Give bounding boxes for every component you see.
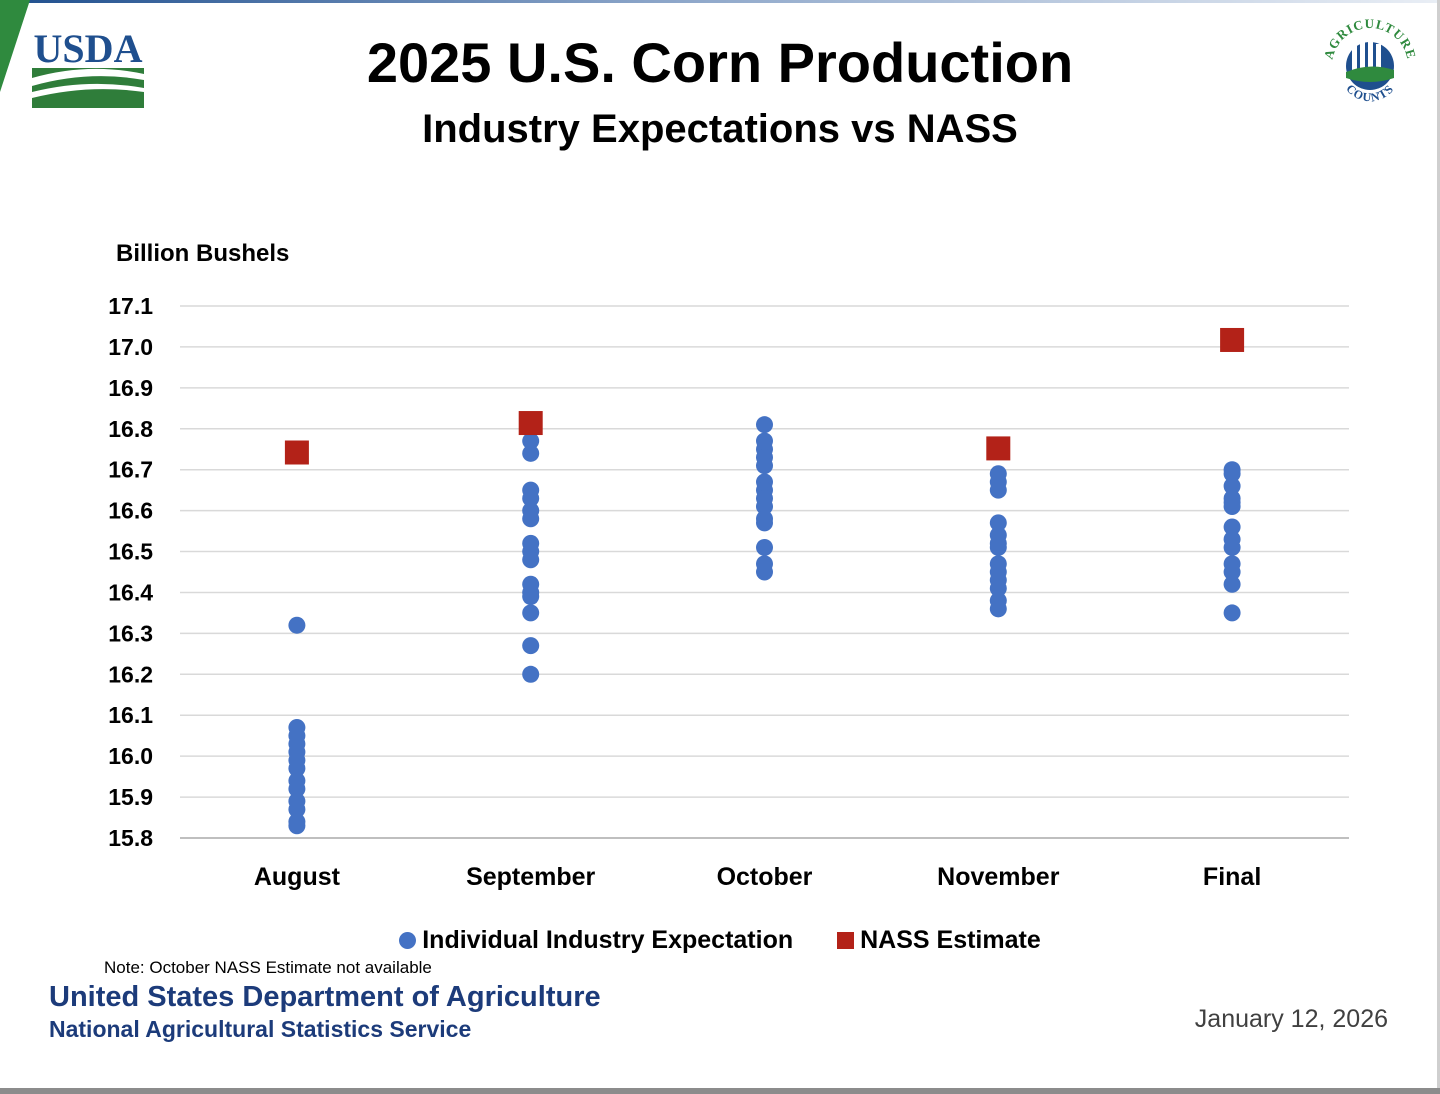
industry-expectation-point (288, 817, 306, 835)
nass-estimate-point (1220, 327, 1245, 352)
bottom-border (0, 1088, 1440, 1094)
chart-subtitle: Industry Expectations vs NASS (422, 107, 1018, 151)
legend-item-industry: Individual Industry Expectation (399, 926, 793, 955)
y-tick-label: 15.9 (108, 784, 153, 810)
ag-logo-bottom-text: COUNTS (1343, 81, 1395, 104)
y-tick-label: 17.1 (108, 293, 153, 319)
y-tick-label: 17.0 (108, 334, 153, 360)
industry-expectation-point (522, 432, 540, 450)
industry-expectation-point (989, 600, 1007, 618)
industry-expectation-point (1223, 604, 1241, 622)
industry-expectation-point (1223, 575, 1241, 593)
y-tick-label: 16.3 (108, 620, 153, 646)
right-border (1437, 0, 1440, 1094)
scatter-chart: Billion Bushels 17.1 17.0 16.9 16.8 16.7 16.6… (108, 240, 1349, 891)
industry-expectation-point (1223, 538, 1241, 556)
y-tick-label: 16.2 (108, 661, 153, 687)
industry-expectation-point (1223, 563, 1241, 581)
industry-expectation-point (756, 514, 773, 532)
y-tick-label: 16.1 (108, 702, 153, 728)
industry-expectation-point (522, 604, 540, 622)
y-tick-label: 16.4 (108, 579, 153, 605)
industry-expectation-point (522, 444, 540, 462)
y-tick-label: 16.8 (108, 416, 153, 442)
industry-expectation-point (989, 481, 1007, 499)
y-tick-label: 15.8 (108, 825, 153, 851)
legend-square-icon (837, 931, 855, 949)
y-axis-ticks: 17.1 17.0 16.9 16.8 16.7 16.6 16.5 16.4 16.3 16.2… (108, 293, 153, 851)
industry-expectation-point (522, 588, 540, 606)
agriculture-counts-logo-icon: AGRICULTURE COUNTS (1318, 12, 1422, 116)
y-tick-label: 16.0 (108, 743, 153, 769)
nass-estimate-point (518, 411, 543, 436)
y-tick-label: 16.6 (108, 498, 153, 524)
industry-expectation-point (288, 800, 306, 818)
industry-expectation-point (1223, 477, 1241, 495)
x-tick-label: September (466, 863, 595, 891)
legend-industry-label: Individual Industry Expectation (422, 925, 794, 954)
industry-expectation-point (288, 616, 306, 634)
svg-text:COUNTS: COUNTS (1343, 81, 1396, 104)
x-tick-label: August (254, 863, 341, 891)
industry-expectation-point (989, 579, 1007, 597)
industry-expectation-point (1223, 498, 1241, 516)
industry-expectation-point (756, 498, 773, 516)
industry-expectation-point (522, 637, 540, 655)
nass-estimate-point (986, 436, 1011, 461)
industry-expectation-point (522, 665, 540, 683)
legend-item-nass: NASS Estimate (837, 926, 1041, 955)
industry-expectation-point (989, 538, 1007, 556)
industry-expectation-point (522, 510, 540, 528)
legend-nass-label: NASS Estimate (860, 925, 1041, 954)
chart-title: 2025 U.S. Corn Production (366, 31, 1074, 94)
industry-expectation-point (756, 416, 773, 434)
x-axis-ticks: August September October November Final (254, 863, 1261, 891)
industry-expectation-point (522, 489, 540, 507)
usda-logo-icon: USDA (0, 0, 160, 118)
industry-expectation-point (756, 563, 773, 581)
industry-expectation-point (288, 759, 306, 777)
footer-service: National Agricultural Statistics Service (49, 1016, 472, 1042)
y-axis-title: Billion Bushels (116, 240, 289, 267)
footer-date: January 12, 2026 (1194, 1005, 1388, 1033)
footer-department: United States Department of Agriculture (49, 981, 601, 1013)
industry-expectation-point (1223, 518, 1241, 536)
note-text: Note: October NASS Estimate not availabl… (104, 958, 432, 977)
industry-expectation-point (288, 780, 306, 798)
nass-estimate-point (284, 440, 309, 465)
industry-expectation-point (756, 457, 773, 475)
chart-legend: Individual Industry Expectation NASS Est… (0, 922, 1440, 958)
x-tick-label: October (717, 863, 813, 891)
x-tick-label: November (937, 863, 1060, 891)
legend-circle-icon (399, 931, 417, 949)
y-tick-label: 16.7 (108, 457, 153, 483)
y-tick-label: 16.5 (108, 539, 153, 565)
industry-expectation-point (522, 551, 540, 569)
y-tick-label: 16.9 (108, 375, 153, 401)
usda-logo-text: USDA (34, 26, 143, 71)
data-points (284, 327, 1245, 835)
industry-expectation-point (1223, 465, 1241, 483)
top-border (0, 0, 1440, 3)
industry-expectation-point (989, 514, 1007, 532)
x-tick-label: Final (1203, 863, 1261, 891)
industry-expectation-point (756, 538, 773, 556)
